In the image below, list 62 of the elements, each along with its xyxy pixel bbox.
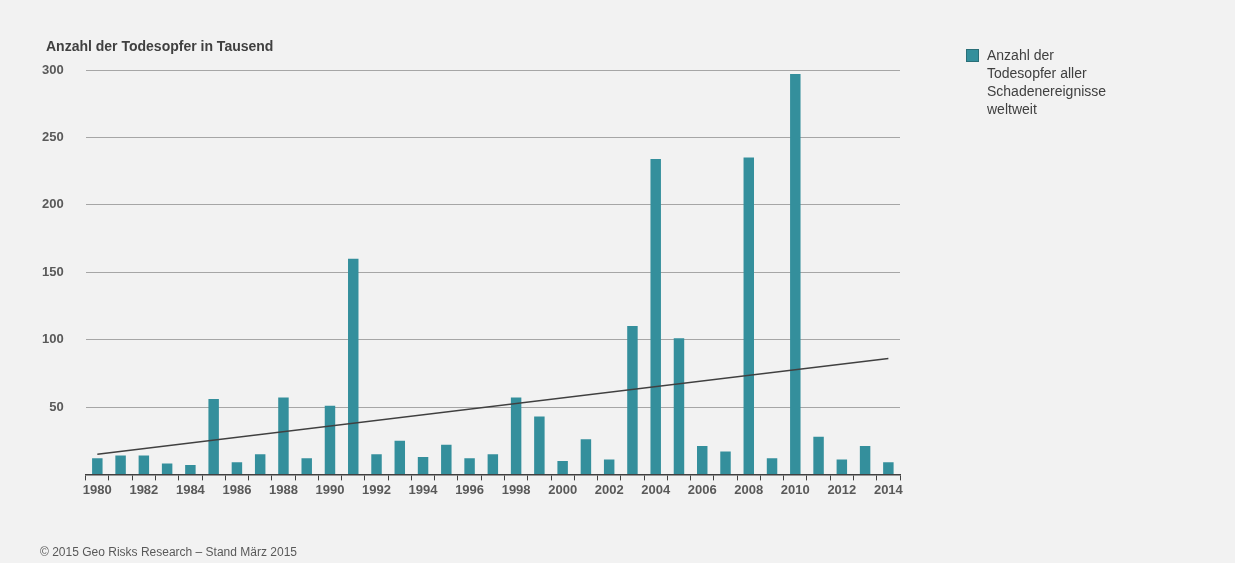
x-tick-label: 1994 bbox=[408, 481, 439, 497]
bar bbox=[464, 458, 475, 474]
x-tick-label: 1986 bbox=[222, 481, 252, 497]
x-tick-label: 1982 bbox=[129, 481, 159, 497]
y-tick-label: 100 bbox=[41, 331, 64, 347]
bar bbox=[441, 444, 452, 474]
x-tick-label: 2004 bbox=[641, 481, 671, 497]
bar bbox=[138, 455, 150, 474]
bar bbox=[394, 440, 406, 474]
bar bbox=[720, 451, 731, 474]
bar bbox=[627, 326, 638, 474]
bar bbox=[92, 458, 103, 474]
bar bbox=[185, 464, 196, 474]
bar bbox=[766, 458, 778, 474]
bar bbox=[883, 462, 894, 474]
bar bbox=[115, 455, 126, 474]
text: © 2015 Geo Risks Research – Stand März 2015 bbox=[40, 545, 297, 559]
x-tick-label: 1984 bbox=[175, 481, 206, 497]
x-tick-label: 1996 bbox=[455, 481, 485, 497]
bar bbox=[603, 459, 615, 474]
y-tick-label: 150 bbox=[41, 263, 64, 279]
bar bbox=[417, 456, 429, 474]
bar bbox=[510, 397, 522, 474]
x-tick-label: 2008 bbox=[734, 481, 764, 497]
x-tick-label: 1992 bbox=[362, 481, 391, 497]
bar bbox=[859, 446, 871, 474]
y-tick-label: 300 bbox=[41, 61, 64, 77]
x-tick-label: 1980 bbox=[82, 481, 112, 497]
x-tick-label: 2012 bbox=[827, 481, 857, 497]
x-tick-label: 1998 bbox=[501, 481, 531, 497]
x-tick-label: 2002 bbox=[594, 481, 624, 497]
y-tick-label: 250 bbox=[41, 128, 64, 144]
x-tick-label: 2014 bbox=[873, 481, 904, 497]
bar bbox=[208, 398, 219, 474]
legend-label: Anzahl der Todesopfer aller Schadenereignisse weltweit bbox=[987, 46, 1108, 118]
bar bbox=[301, 458, 312, 474]
bar bbox=[580, 439, 592, 474]
bar bbox=[534, 416, 545, 474]
bar bbox=[348, 258, 359, 474]
bar bbox=[743, 157, 755, 474]
bar bbox=[650, 158, 661, 474]
x-tick-label: 2006 bbox=[687, 481, 717, 497]
bar bbox=[371, 454, 382, 474]
bar bbox=[813, 436, 824, 474]
y-axis-title: Anzahl der Todesopfer in Tausend bbox=[46, 38, 274, 54]
bar bbox=[254, 454, 266, 474]
bar bbox=[161, 463, 173, 474]
bar bbox=[790, 74, 801, 474]
bar bbox=[697, 446, 708, 474]
x-tick-label: 1988 bbox=[268, 481, 298, 497]
bar bbox=[487, 454, 499, 474]
x-tick-label: 2000 bbox=[548, 481, 578, 497]
bar bbox=[324, 405, 336, 474]
x-tick-label: 1990 bbox=[315, 481, 345, 497]
bar bbox=[278, 397, 289, 474]
bar bbox=[673, 338, 685, 474]
y-tick-label: 50 bbox=[49, 398, 64, 414]
bar bbox=[557, 460, 568, 474]
x-tick-label: 2010 bbox=[780, 481, 810, 497]
bar bbox=[231, 462, 243, 474]
y-tick-label: 200 bbox=[41, 196, 64, 212]
bar bbox=[836, 459, 848, 474]
